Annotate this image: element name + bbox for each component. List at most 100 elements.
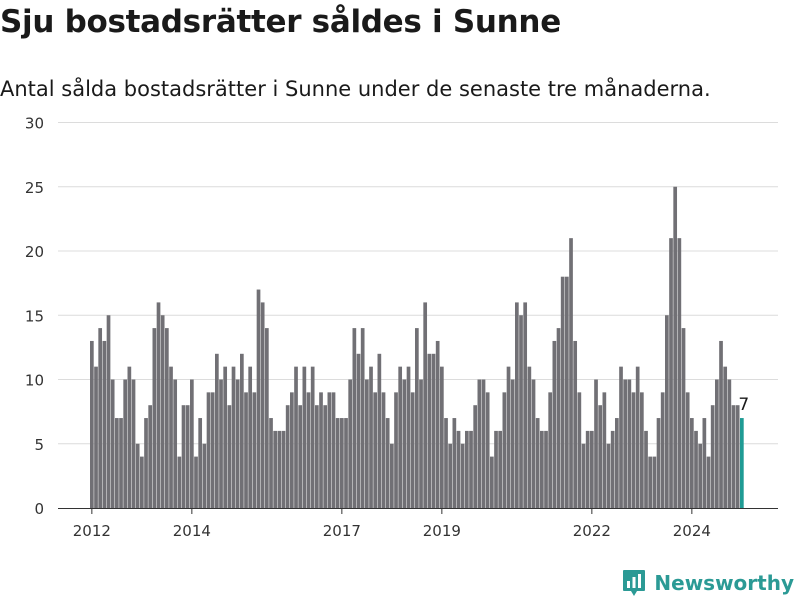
x-tick-label: 2017 [323, 522, 361, 540]
y-axis-ticks: 0 5 10 15 20 25 30 [25, 115, 44, 519]
bar [431, 353, 436, 508]
x-tick-label: 2022 [573, 522, 611, 540]
bar [410, 392, 415, 508]
y-tick-label: 10 [25, 372, 44, 390]
bar [202, 443, 207, 508]
bar [727, 379, 732, 508]
bar [227, 405, 232, 508]
bar [110, 379, 115, 508]
bar [123, 379, 128, 508]
bar [719, 340, 723, 508]
bar-chart-logo-icon [623, 570, 646, 596]
bar [390, 443, 394, 508]
bar [252, 392, 257, 508]
bar [165, 328, 169, 508]
bar [477, 379, 482, 508]
bar [540, 430, 544, 508]
bar [335, 418, 340, 508]
bar [177, 456, 182, 508]
bar [290, 392, 294, 508]
bar [277, 430, 282, 508]
bar [215, 353, 219, 508]
bar [294, 366, 298, 508]
bar [106, 315, 111, 508]
bar [544, 430, 548, 508]
bar [306, 392, 311, 508]
bar [156, 302, 161, 508]
bar [444, 418, 448, 508]
bar [581, 443, 586, 508]
bar [548, 392, 553, 508]
bar [435, 340, 440, 508]
bar [677, 238, 682, 508]
bar [369, 366, 373, 508]
bar [573, 340, 578, 508]
bar [302, 366, 307, 508]
bar [448, 443, 453, 508]
bar [640, 392, 644, 508]
bar [419, 379, 423, 508]
bar [440, 366, 444, 508]
bar [235, 379, 240, 508]
bar [681, 328, 686, 508]
bar [481, 379, 486, 508]
bar [627, 379, 632, 508]
bar [373, 392, 378, 508]
bar [352, 328, 357, 508]
bar [281, 430, 286, 508]
bar [615, 418, 619, 508]
bar [465, 430, 469, 508]
bar [173, 379, 178, 508]
bar [269, 418, 273, 508]
bar [219, 379, 223, 508]
bar [385, 418, 390, 508]
bar [265, 328, 269, 508]
bar [240, 353, 244, 508]
bar [248, 366, 253, 508]
bar [735, 405, 740, 508]
bar [531, 379, 536, 508]
bar [319, 392, 323, 508]
bar [260, 302, 265, 508]
bar [402, 379, 407, 508]
data-labels: 7 [738, 395, 749, 415]
bar [469, 430, 473, 508]
bar [144, 418, 148, 508]
bar [690, 418, 694, 508]
highlighted-bar [740, 418, 744, 508]
bar [519, 315, 523, 508]
bar [127, 366, 132, 508]
bar [256, 289, 261, 508]
bar [673, 186, 678, 508]
bar [527, 366, 532, 508]
bar [377, 353, 382, 508]
bar [510, 379, 515, 508]
bar [198, 418, 203, 508]
bar [631, 392, 636, 508]
bar [731, 405, 736, 508]
bar [685, 392, 690, 508]
bar [665, 315, 669, 508]
x-tick-label: 2019 [423, 522, 461, 540]
bar [115, 418, 119, 508]
x-tick-label: 2012 [73, 522, 111, 540]
bar [498, 430, 503, 508]
y-tick-label: 0 [34, 500, 44, 518]
bar [160, 315, 165, 508]
bar [556, 328, 561, 508]
bar [323, 405, 328, 508]
bar [181, 405, 186, 508]
bar [535, 418, 540, 508]
bar [669, 238, 673, 508]
bar [598, 405, 603, 508]
bar [698, 443, 703, 508]
bar [210, 392, 215, 508]
bar [710, 405, 715, 508]
bar [585, 430, 590, 508]
bar [273, 430, 278, 508]
highlight-data-label: 7 [738, 395, 749, 415]
bar [635, 366, 640, 508]
brand-name: Newsworthy [654, 571, 794, 595]
bar [152, 328, 157, 508]
bar [552, 340, 557, 508]
